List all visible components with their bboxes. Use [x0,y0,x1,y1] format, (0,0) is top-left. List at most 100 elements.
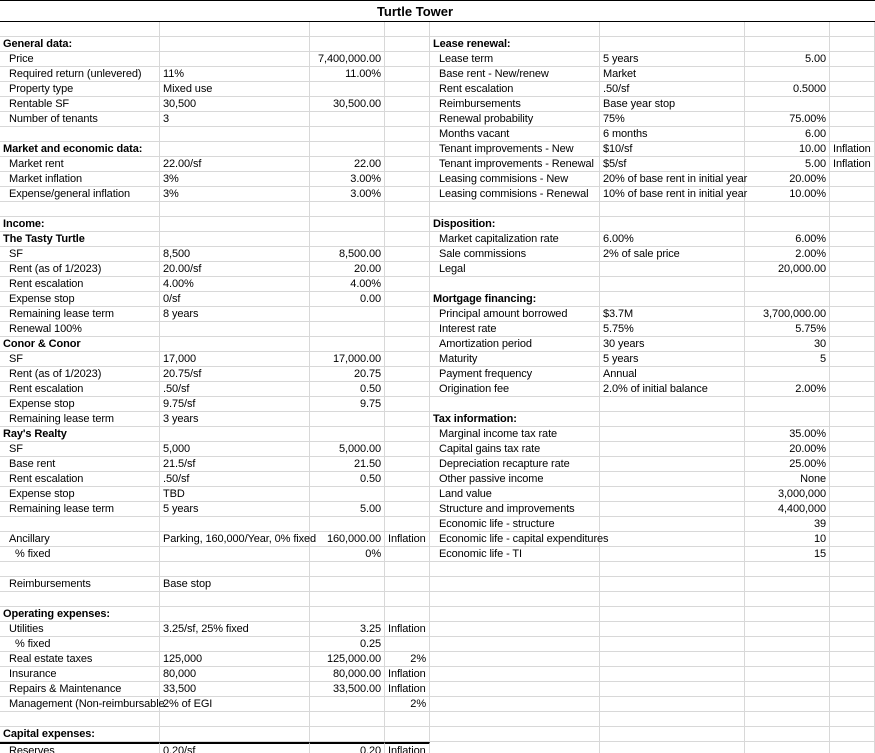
cell-A34[interactable]: Remaining lease term [0,502,160,517]
cell-E17[interactable]: Sale commissions [430,247,600,262]
cell-F13[interactable]: 10% of base rent in initial year [600,187,747,202]
cell-G42[interactable] [745,622,830,637]
cell-G20[interactable] [745,292,830,307]
cell-E6[interactable]: Rent escalation [430,82,600,97]
cell-C33[interactable] [310,487,385,502]
cell-C6[interactable] [310,82,385,97]
cell-F39[interactable] [600,577,745,592]
cell-A40[interactable] [0,592,160,607]
cell-D35[interactable] [385,517,430,532]
cell-H36[interactable] [830,532,875,547]
cell-G4[interactable]: 5.00 [745,52,830,67]
cell-H12[interactable] [830,172,875,187]
cell-F30[interactable] [600,442,745,457]
cell-H6[interactable] [830,82,875,97]
cell-C16[interactable] [310,232,385,247]
cell-B32[interactable]: .50/sf [160,472,310,487]
cell-E24[interactable]: Maturity [430,352,600,367]
cell-C18[interactable]: 20.00 [310,262,385,277]
cell-H31[interactable] [830,457,875,472]
cell-F40[interactable] [600,592,745,607]
cell-F22[interactable]: 5.75% [600,322,745,337]
cell-G29[interactable]: 35.00% [745,427,830,442]
cell-G33[interactable]: 3,000,000 [745,487,830,502]
cell-G10[interactable]: 10.00 [745,142,830,157]
cell-A7[interactable]: Rentable SF [0,97,160,112]
cell-E47[interactable] [430,697,600,712]
cell-C48[interactable] [310,712,385,727]
cell-F42[interactable] [600,622,745,637]
cell-C14[interactable] [310,202,385,217]
cell-B29[interactable] [160,427,310,442]
cell-F4[interactable]: 5 years [600,52,745,67]
cell-C30[interactable]: 5,000.00 [310,442,385,457]
cell-H15[interactable] [830,217,875,232]
cell-A8[interactable]: Number of tenants [0,112,160,127]
cell-D50[interactable]: Inflation [385,742,430,753]
cell-G5[interactable] [745,67,830,82]
cell-F41[interactable] [600,607,745,622]
cell-G11[interactable]: 5.00 [745,157,830,172]
cell-A17[interactable]: SF [0,247,160,262]
cell-G2[interactable] [745,22,830,37]
cell-C26[interactable]: 0.50 [310,382,385,397]
cell-B26[interactable]: .50/sf [160,382,310,397]
cell-G16[interactable]: 6.00% [745,232,830,247]
cell-E13[interactable]: Leasing commisions - Renewal [430,187,600,202]
cell-C23[interactable] [310,337,385,352]
cell-A2[interactable] [0,22,160,37]
cell-H49[interactable] [830,727,875,742]
cell-C28[interactable] [310,412,385,427]
cell-G13[interactable]: 10.00% [745,187,830,202]
cell-E31[interactable]: Depreciation recapture rate [430,457,600,472]
cell-H28[interactable] [830,412,875,427]
cell-B36[interactable]: Parking, 160,000/Year, 0% fixed [160,532,316,547]
cell-C32[interactable]: 0.50 [310,472,385,487]
cell-D19[interactable] [385,277,430,292]
cell-D18[interactable] [385,262,430,277]
cell-E39[interactable] [430,577,600,592]
cell-H27[interactable] [830,397,875,412]
cell-H50[interactable] [830,742,875,753]
cell-D33[interactable] [385,487,430,502]
cell-B5[interactable]: 11% [160,67,310,82]
cell-G47[interactable] [745,697,830,712]
cell-G43[interactable] [745,637,830,652]
cell-H13[interactable] [830,187,875,202]
cell-A23[interactable]: Conor & Conor [0,337,160,352]
cell-C2[interactable] [310,22,385,37]
cell-F44[interactable] [600,652,745,667]
cell-E33[interactable]: Land value [430,487,600,502]
cell-H9[interactable] [830,127,875,142]
cell-F27[interactable] [600,397,745,412]
cell-B42[interactable]: 3.25/sf, 25% fixed [160,622,310,637]
cell-D49[interactable] [385,727,430,742]
cell-E22[interactable]: Interest rate [430,322,600,337]
cell-F49[interactable] [600,727,745,742]
cell-F24[interactable]: 5 years [600,352,745,367]
cell-C3[interactable] [310,37,385,52]
cell-A12[interactable]: Market inflation [0,172,160,187]
cell-G49[interactable] [745,727,830,742]
cell-A19[interactable]: Rent escalation [0,277,160,292]
cell-B8[interactable]: 3 [160,112,310,127]
cell-B24[interactable]: 17,000 [160,352,310,367]
cell-E9[interactable]: Months vacant [430,127,600,142]
cell-E27[interactable] [430,397,600,412]
cell-A22[interactable]: Renewal 100% [0,322,160,337]
cell-B28[interactable]: 3 years [160,412,310,427]
cell-F38[interactable] [600,562,745,577]
cell-B33[interactable]: TBD [160,487,310,502]
cell-G44[interactable] [745,652,830,667]
cell-C8[interactable] [310,112,385,127]
cell-C27[interactable]: 9.75 [310,397,385,412]
cell-D41[interactable] [385,607,430,622]
cell-D16[interactable] [385,232,430,247]
cell-F35[interactable] [600,517,745,532]
cell-F7[interactable]: Base year stop [600,97,745,112]
cell-F25[interactable]: Annual [600,367,745,382]
cell-D7[interactable] [385,97,430,112]
cell-F12[interactable]: 20% of base rent in initial year [600,172,747,187]
cell-H43[interactable] [830,637,875,652]
cell-H5[interactable] [830,67,875,82]
